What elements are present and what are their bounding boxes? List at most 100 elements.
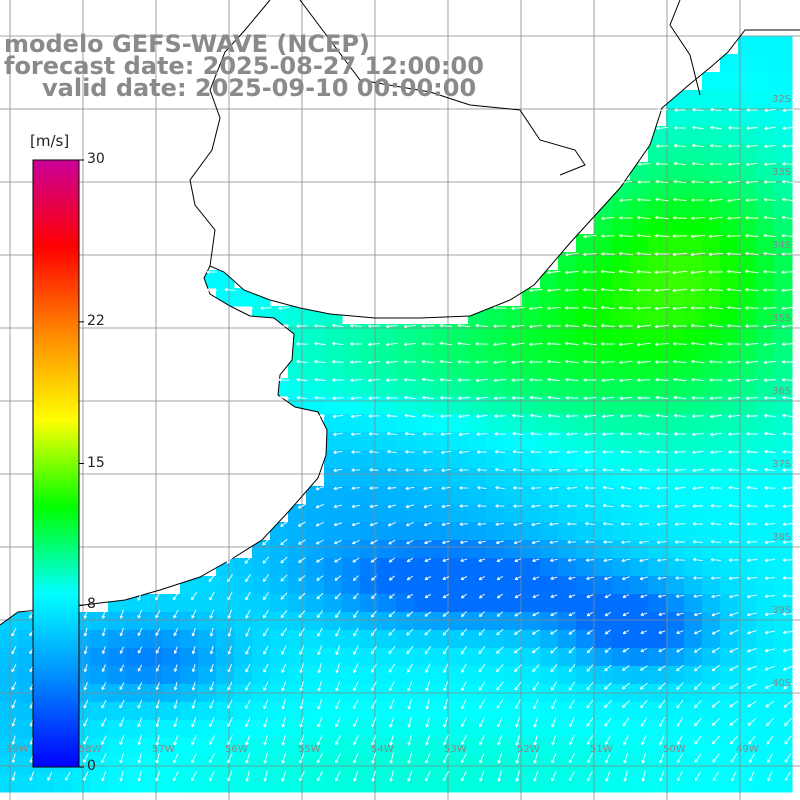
wind-arrow — [155, 752, 160, 764]
wind-arrow — [101, 717, 107, 727]
wind-arrow — [601, 414, 614, 419]
wind-arrow — [278, 378, 290, 382]
wind-arrow — [655, 395, 669, 400]
wind-arrow — [478, 593, 485, 599]
wind-arrow — [496, 681, 504, 691]
wind-arrow — [727, 323, 741, 328]
wind-arrow — [137, 752, 142, 764]
wind-arrow — [495, 467, 505, 472]
wind-arrow — [47, 771, 53, 781]
wind-arrow — [674, 486, 686, 491]
wind-arrow — [441, 450, 451, 455]
wind-arrow — [335, 645, 341, 655]
wind-arrow — [314, 414, 326, 418]
wind-arrow — [227, 609, 233, 619]
wind-arrow — [550, 576, 558, 580]
wind-arrow — [782, 594, 794, 598]
wind-arrow — [728, 576, 739, 581]
wind-arrow — [568, 646, 576, 654]
wind-arrow — [227, 752, 233, 764]
wind-arrow — [728, 432, 740, 437]
wind-arrow — [530, 431, 542, 436]
wind-arrow — [654, 342, 669, 347]
wind-arrow — [224, 287, 236, 292]
wind-arrow — [206, 288, 218, 292]
wind-arrow — [619, 378, 633, 383]
wind-arrow — [565, 270, 579, 275]
wind-arrow — [227, 681, 233, 691]
wind-arrow — [622, 717, 630, 727]
wind-arrow — [83, 609, 88, 619]
wind-arrow — [369, 468, 379, 472]
wind-arrow — [676, 647, 684, 653]
wind-arrow — [710, 450, 722, 455]
wind-arrow — [514, 664, 522, 672]
wind-arrow — [332, 396, 344, 401]
wind-arrow — [459, 486, 469, 490]
wind-arrow — [587, 770, 593, 782]
wind-arrow — [745, 233, 759, 238]
wind-arrow — [692, 432, 704, 437]
wind-arrow — [83, 646, 88, 655]
wind-arrow — [281, 681, 287, 692]
wind-arrow — [459, 504, 469, 508]
wind-arrow — [511, 360, 525, 365]
wind-arrow — [710, 521, 722, 526]
wind-arrow — [659, 717, 665, 727]
wind-arrow — [137, 770, 142, 782]
wind-arrow — [691, 216, 705, 221]
wind-arrow — [547, 395, 561, 400]
wind-arrow — [584, 468, 596, 472]
wind-arrow — [729, 594, 739, 599]
wind-arrow — [263, 752, 268, 764]
wind-arrow — [333, 522, 343, 527]
wind-arrow — [604, 594, 612, 599]
wind-arrow — [763, 288, 777, 292]
wind-arrow — [407, 770, 413, 782]
wind-arrow — [637, 360, 651, 365]
wind-arrow — [494, 449, 505, 454]
wind-arrow — [389, 575, 395, 581]
wind-arrow — [656, 431, 668, 436]
wind-arrow — [475, 323, 489, 328]
wind-arrow — [729, 683, 739, 690]
wind-arrow — [334, 575, 342, 581]
wind-arrow — [477, 468, 487, 472]
wind-arrow — [710, 107, 722, 112]
wind-arrow — [655, 215, 669, 220]
wind-arrow — [604, 664, 612, 672]
wind-arrow — [583, 270, 597, 274]
wind-arrow — [602, 485, 614, 490]
wind-arrow — [245, 645, 251, 655]
wind-arrow — [654, 324, 670, 329]
wind-arrow — [369, 449, 379, 454]
wind-arrow — [478, 663, 486, 673]
wind-arrow — [550, 594, 558, 599]
wind-arrow — [747, 612, 757, 617]
wind-arrow — [746, 126, 758, 131]
wind-arrow — [621, 682, 630, 690]
wind-arrow — [746, 540, 758, 544]
wind-arrow — [708, 287, 724, 292]
wind-arrow — [745, 396, 758, 401]
wind-arrow — [601, 396, 615, 401]
wind-arrow — [764, 449, 776, 454]
wind-arrow — [637, 396, 651, 400]
wind-arrow — [137, 664, 143, 672]
wind-arrow — [726, 251, 741, 256]
wind-arrow — [515, 734, 520, 746]
wind-arrow — [335, 681, 341, 692]
wind-arrow — [478, 681, 486, 691]
wind-arrow — [442, 752, 449, 764]
wind-arrow — [672, 270, 688, 275]
wind-arrow — [155, 609, 161, 619]
wind-arrow — [565, 252, 579, 257]
wind-arrow — [83, 717, 89, 727]
wind-arrow — [659, 752, 665, 764]
wind-arrow — [316, 557, 324, 563]
wind-arrow — [119, 609, 124, 619]
wind-arrow — [137, 717, 143, 727]
colorbar-tick-label: 30 — [87, 151, 105, 167]
wind-arrow — [281, 698, 286, 710]
wind-arrow — [763, 306, 777, 311]
